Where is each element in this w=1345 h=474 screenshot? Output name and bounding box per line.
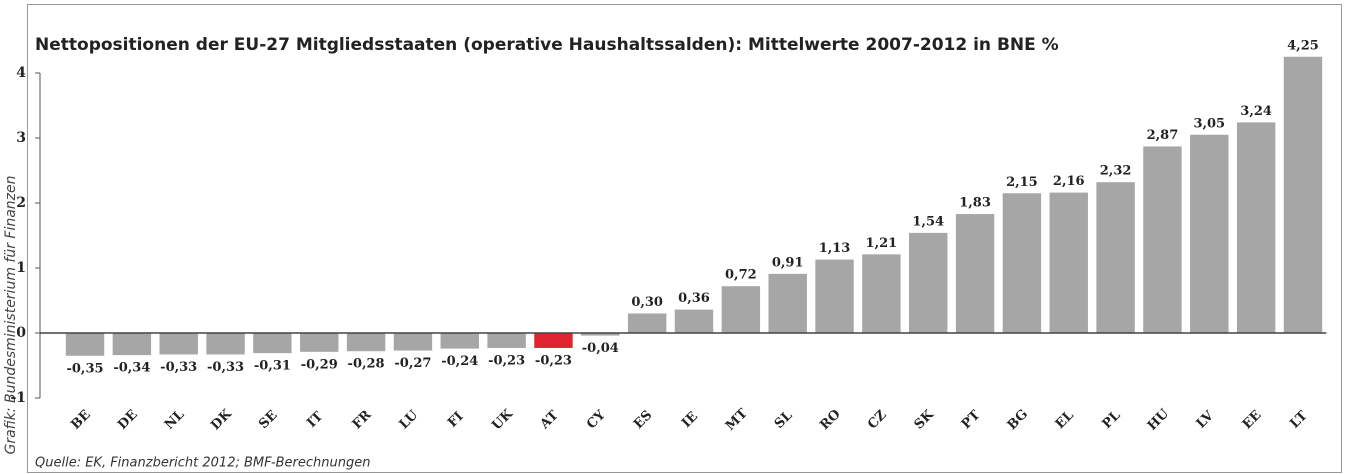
value-label: 2,87 (1147, 128, 1179, 143)
x-tick-label: BG (1005, 407, 1031, 433)
y-tick-label: 2 (16, 195, 26, 211)
value-label: -0,31 (254, 359, 291, 374)
bar (300, 333, 339, 352)
x-tick-label: DK (208, 406, 235, 433)
x-tick-label: LU (397, 407, 422, 432)
x-tick-label: EL (1053, 408, 1077, 432)
bar (393, 333, 433, 351)
x-tick-label: EE (1240, 408, 1265, 433)
x-tick-label: PT (959, 408, 984, 433)
value-label: -0,33 (160, 360, 197, 375)
value-label: -0,23 (535, 353, 572, 368)
value-label: -0,04 (582, 341, 619, 356)
value-label: -0,28 (348, 357, 385, 372)
x-tick-label: HU (1145, 406, 1173, 434)
value-label: 0,30 (631, 295, 663, 310)
x-tick-label: MT (723, 406, 751, 434)
value-label: -0,34 (113, 361, 150, 376)
y-tick-label: 4 (16, 65, 26, 81)
x-tick-label: FI (445, 409, 466, 430)
value-label: 0,91 (772, 255, 804, 270)
x-tick-label: SL (772, 408, 796, 432)
value-label: -0,27 (394, 356, 431, 371)
x-tick-label: UK (489, 406, 516, 433)
bar (1143, 146, 1182, 333)
bar (253, 333, 292, 354)
x-tick-label: CZ (865, 407, 890, 432)
bar (159, 333, 198, 355)
bar (862, 254, 901, 333)
value-label: -0,29 (301, 357, 338, 372)
source: Quelle: EK, Finanzbericht 2012; BMF-Bere… (35, 456, 370, 471)
value-label: 0,72 (725, 268, 757, 283)
value-label: 2,32 (1100, 164, 1132, 179)
value-label: 3,24 (1240, 104, 1272, 119)
bar (674, 309, 714, 333)
bar (768, 273, 807, 333)
x-tick-label: ES (631, 408, 655, 432)
x-tick-label: RO (817, 407, 843, 433)
x-tick-label: SE (256, 408, 280, 432)
value-label: 2,16 (1053, 174, 1085, 189)
x-tick-label: PL (1100, 408, 1124, 432)
value-label: 0,36 (678, 291, 710, 306)
x-tick-label: LV (1194, 408, 1218, 432)
bar (815, 259, 854, 333)
bar (581, 333, 620, 336)
bar (1236, 122, 1276, 334)
value-label: 1,13 (819, 241, 851, 256)
x-tick-label: CY (584, 407, 609, 432)
bar (487, 333, 526, 348)
frame (27, 4, 1342, 473)
x-tick-label: LT (1287, 408, 1310, 431)
value-label: -0,24 (441, 354, 478, 369)
y-tick-label: 3 (16, 130, 26, 146)
bar (627, 313, 667, 333)
bar (721, 286, 761, 333)
bar (346, 333, 386, 352)
x-tick-label: FR (350, 407, 375, 432)
x-tick-label: IT (304, 409, 326, 431)
bar (65, 333, 105, 356)
bar (1283, 56, 1323, 333)
value-label: 1,21 (866, 236, 898, 251)
value-label: 4,25 (1287, 38, 1319, 53)
bar (534, 333, 573, 348)
value-label: -0,35 (66, 361, 103, 376)
value-label: 3,05 (1193, 116, 1225, 131)
chart-title: Nettopositionen der EU-27 Mitgliedsstaat… (35, 35, 1059, 55)
bar (440, 333, 479, 349)
bar (112, 333, 152, 356)
bar (206, 333, 245, 355)
x-tick-label: DE (115, 407, 141, 433)
bar (1049, 192, 1088, 333)
x-tick-label: AT (537, 408, 562, 433)
bar (955, 214, 995, 333)
credit: Grafik: Bundesministerium für Finanzen (3, 175, 19, 454)
x-tick-label: SK (912, 407, 938, 433)
y-tick-label: 1 (16, 260, 26, 276)
value-label: 1,54 (912, 214, 944, 229)
value-label: -0,33 (207, 360, 244, 375)
y-tick-label: -1 (10, 390, 26, 406)
y-tick-label: 0 (16, 325, 26, 341)
value-label: 2,15 (1006, 175, 1038, 190)
x-tick-label: NL (162, 407, 187, 432)
bar (1190, 134, 1229, 333)
x-tick-label: BE (68, 407, 93, 432)
x-tick-label: IE (679, 409, 701, 431)
value-label: 1,83 (959, 196, 991, 211)
bar (1002, 193, 1042, 333)
bar (1096, 182, 1135, 333)
value-label: -0,23 (488, 353, 525, 368)
bar (909, 232, 948, 333)
